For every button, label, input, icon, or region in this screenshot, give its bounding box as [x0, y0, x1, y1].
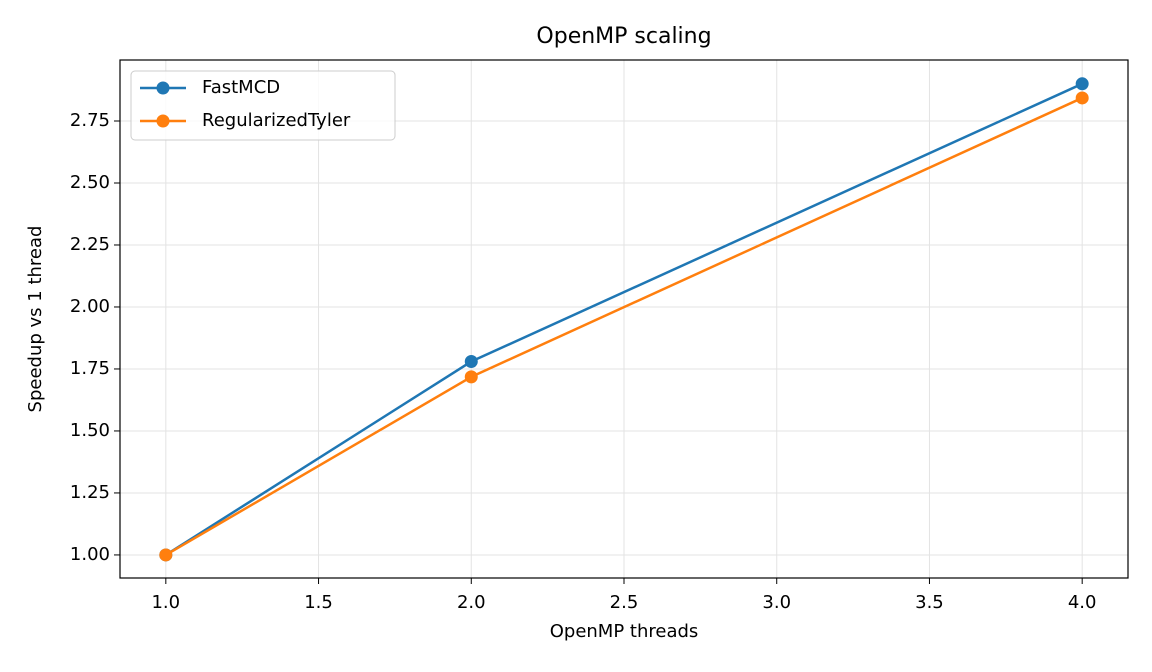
y-tick-label: 1.50 — [70, 420, 110, 441]
y-axis-label: Speedup vs 1 thread — [25, 226, 46, 413]
y-tick-label: 2.25 — [70, 234, 110, 255]
y-tick-label: 1.00 — [70, 544, 110, 565]
legend: FastMCD RegularizedTyler — [130, 70, 396, 141]
chart-title: OpenMP scaling — [536, 24, 711, 49]
x-tick-label: 3.0 — [762, 592, 791, 613]
data-point — [1075, 77, 1089, 91]
x-tick-label: 2.0 — [457, 592, 486, 613]
legend-box — [130, 70, 396, 141]
y-tick-label: 2.75 — [70, 110, 110, 131]
legend-marker — [156, 114, 170, 128]
x-tick-label: 3.5 — [915, 592, 944, 613]
legend-label: RegularizedTyler — [202, 110, 351, 131]
y-tick-label: 1.25 — [70, 482, 110, 503]
y-tick-label: 2.50 — [70, 172, 110, 193]
legend-marker — [156, 81, 170, 95]
plot-frame — [119, 59, 1129, 579]
x-tick-label: 2.5 — [610, 592, 639, 613]
data-point — [1075, 91, 1089, 105]
legend-label: FastMCD — [202, 77, 280, 98]
y-tick-label: 2.00 — [70, 296, 110, 317]
data-point — [464, 355, 478, 369]
data-point — [159, 548, 173, 562]
x-tick-label: 4.0 — [1068, 592, 1097, 613]
x-tick-label: 1.0 — [151, 592, 180, 613]
x-tick-label: 1.5 — [304, 592, 333, 613]
data-point — [464, 370, 478, 384]
x-axis-label: OpenMP threads — [550, 621, 699, 642]
y-tick-label: 1.75 — [70, 358, 110, 379]
